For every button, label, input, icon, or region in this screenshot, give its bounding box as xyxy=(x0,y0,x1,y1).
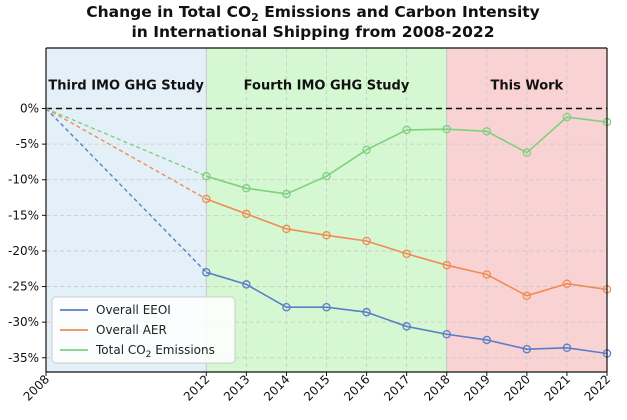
y-tick-label-2: -10% xyxy=(8,173,39,187)
series-2-point-4 xyxy=(322,171,331,181)
series-2-point-1 xyxy=(202,171,211,181)
legend: Overall EEOI Overall AER Total CO2 Emissio… xyxy=(51,296,236,364)
series-0-point-3 xyxy=(282,302,291,312)
y-tick-label-4: -20% xyxy=(8,244,39,258)
series-1-extrapolation xyxy=(45,107,207,200)
chart-title-line-2: in International Shipping from 2008-2022 xyxy=(131,23,494,41)
series-1-point-10 xyxy=(562,279,572,288)
series-2-point-6 xyxy=(402,125,411,135)
y-tick-label-7: -35% xyxy=(8,351,39,365)
series-1-point-1 xyxy=(202,194,211,204)
series-1-point-8 xyxy=(482,270,492,279)
series-1-point-2 xyxy=(242,209,251,219)
series-2-point-10 xyxy=(562,112,572,122)
x-tick-label-6: 2017 xyxy=(381,372,412,403)
series-0-point-10 xyxy=(562,343,572,353)
series-1-line xyxy=(206,198,608,297)
series-0-point-9 xyxy=(522,344,532,354)
y-tick-label-5: -25% xyxy=(8,280,39,294)
band-label-1: Fourth IMO GHG Study xyxy=(244,79,410,94)
series-0-extrapolation xyxy=(45,108,207,273)
x-tick-label-11: 2022 xyxy=(582,372,613,403)
x-tick-label-10: 2021 xyxy=(542,372,573,403)
series-2-point-9 xyxy=(522,148,532,157)
y-tick-label-1: -5% xyxy=(16,137,39,151)
x-tick-label-7: 2018 xyxy=(421,372,452,403)
plot-area: Third IMO GHG Study Fourth IMO GHG Study T… xyxy=(8,47,613,404)
series-0-point-1 xyxy=(202,268,211,277)
series-2-line xyxy=(206,116,608,195)
series-0-point-6 xyxy=(402,322,411,331)
series-2-point-3 xyxy=(282,189,291,199)
y-tick-label-3: -15% xyxy=(8,208,39,222)
x-tick-label-9: 2020 xyxy=(501,372,532,403)
x-tick-label-3: 2014 xyxy=(261,372,292,403)
series-2-point-8 xyxy=(482,127,492,136)
legend-label-2: Total CO2 Emissions xyxy=(95,343,215,360)
legend-box xyxy=(51,296,236,364)
chart-title-line-1: Change in Total CO2 Emissions and Carbon… xyxy=(86,3,540,24)
x-tick-label-4: 2015 xyxy=(301,372,332,403)
x-tick-label-5: 2016 xyxy=(341,372,372,403)
series-2-point-5 xyxy=(362,145,371,155)
series-2-point-2 xyxy=(242,184,251,193)
series-0-point-2 xyxy=(242,280,251,289)
series-0-point-5 xyxy=(362,307,371,317)
y-tick-label-0: 0% xyxy=(20,102,39,116)
series-1-point-3 xyxy=(282,224,291,234)
y-tick-label-6: -30% xyxy=(8,315,39,329)
series-0-point-8 xyxy=(482,335,492,345)
series-0-line xyxy=(206,271,608,355)
series-2-extrapolation xyxy=(45,107,207,177)
band-label-2: This Work xyxy=(490,79,563,94)
series-1-point-7 xyxy=(442,260,451,270)
legend-label-0: Overall EEOI xyxy=(96,303,171,317)
series-2-point-7 xyxy=(442,124,451,134)
band-label-0: Third IMO GHG Study xyxy=(48,79,204,94)
legend-label-1: Overall AER xyxy=(96,323,167,337)
series-1-point-6 xyxy=(402,249,411,259)
series-1-point-9 xyxy=(522,291,532,301)
x-tick-label-1: 2012 xyxy=(181,372,212,403)
x-tick-label-0: 2008 xyxy=(21,372,52,403)
series-0-point-4 xyxy=(322,302,331,312)
x-tick-label-2: 2013 xyxy=(221,372,252,403)
series-0-point-7 xyxy=(442,330,451,339)
x-tick-label-8: 2019 xyxy=(461,372,492,403)
series-1-point-5 xyxy=(362,236,371,246)
series-1-point-4 xyxy=(322,231,331,240)
